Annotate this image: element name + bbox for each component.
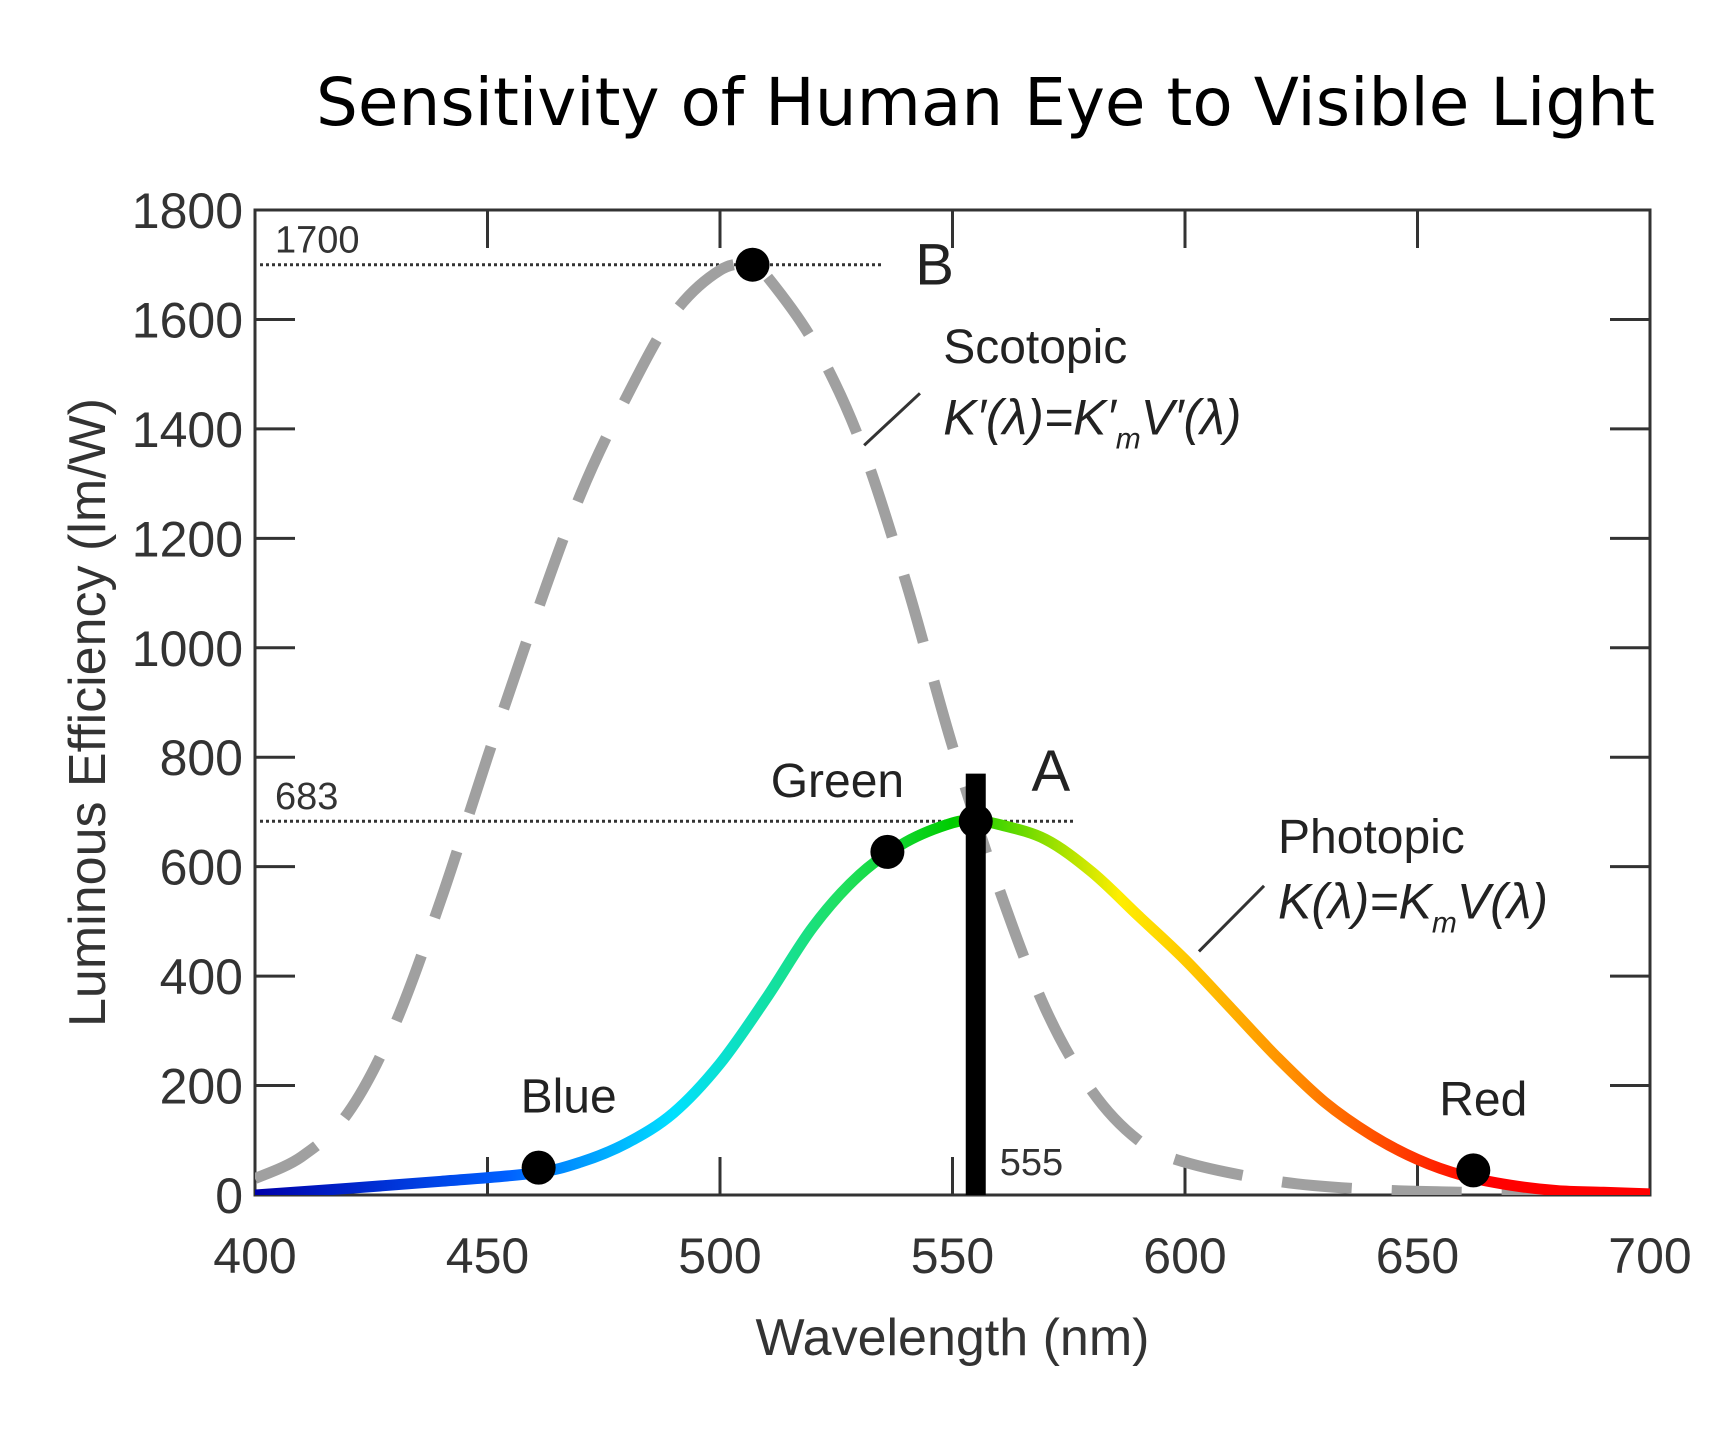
y-axis-title: Luminous Efficiency (lm/W) — [59, 398, 117, 1027]
scotopic-formula: K′(λ)=K′mV′(λ) — [943, 389, 1241, 455]
y-tick-label: 1000 — [132, 621, 243, 677]
x-tick-label: 650 — [1376, 1228, 1459, 1284]
y-tick-label: 0 — [215, 1168, 243, 1224]
y-tick-label: 1200 — [132, 511, 243, 567]
photopic-formula: K(λ)=KmV(λ) — [1278, 874, 1548, 940]
y-tick-label: 800 — [160, 730, 243, 786]
y-tick-label: 1800 — [132, 183, 243, 239]
x-axis-title: Wavelength (nm) — [756, 1309, 1150, 1367]
photopic-curve — [255, 815, 1650, 1195]
scotopic-leader-line — [863, 392, 921, 447]
reference-line-label: 1700 — [275, 220, 360, 262]
point-label-a: A — [1032, 739, 1071, 804]
photopic-leader-line — [1197, 884, 1266, 953]
scotopic-formula-main: K′(λ)=K′ — [943, 389, 1117, 445]
x-tick-label: 550 — [911, 1228, 994, 1284]
x-tick-label: 700 — [1608, 1228, 1691, 1284]
data-point-a — [958, 804, 993, 839]
scotopic-curve — [255, 258, 1650, 1195]
y-tick-label: 400 — [160, 949, 243, 1005]
photopic-label: Photopic — [1278, 811, 1465, 864]
scotopic-formula-tail: V′(λ) — [1141, 389, 1242, 445]
data-point-blue — [521, 1150, 556, 1185]
data-point-green — [870, 834, 905, 869]
photopic-formula-main: K(λ)=K — [1278, 874, 1434, 930]
y-tick-label: 200 — [160, 1059, 243, 1115]
scotopic-label: Scotopic — [943, 321, 1127, 374]
scotopic-formula-sub: m — [1116, 422, 1141, 455]
point-label-green: Green — [771, 755, 904, 808]
y-tick-label: 1600 — [132, 292, 243, 348]
marker-line-label: 555 — [1000, 1142, 1063, 1184]
chart-title: Sensitivity of Human Eye to Visible Ligh… — [316, 64, 1655, 141]
data-point-b — [735, 247, 770, 282]
y-tick-label: 600 — [160, 840, 243, 896]
y-tick-label: 1400 — [132, 402, 243, 458]
x-tick-label: 600 — [1143, 1228, 1226, 1284]
x-tick-label: 450 — [446, 1228, 529, 1284]
data-point-red — [1456, 1153, 1491, 1188]
reference-line-label: 683 — [275, 776, 338, 818]
point-label-blue: Blue — [521, 1071, 617, 1124]
x-tick-label: 400 — [213, 1228, 296, 1284]
photopic-formula-sub: m — [1432, 907, 1457, 940]
photopic-formula-tail: V(λ) — [1457, 874, 1548, 930]
x-tick-label: 500 — [678, 1228, 761, 1284]
point-label-b: B — [915, 233, 954, 298]
point-label-red: Red — [1439, 1073, 1527, 1126]
